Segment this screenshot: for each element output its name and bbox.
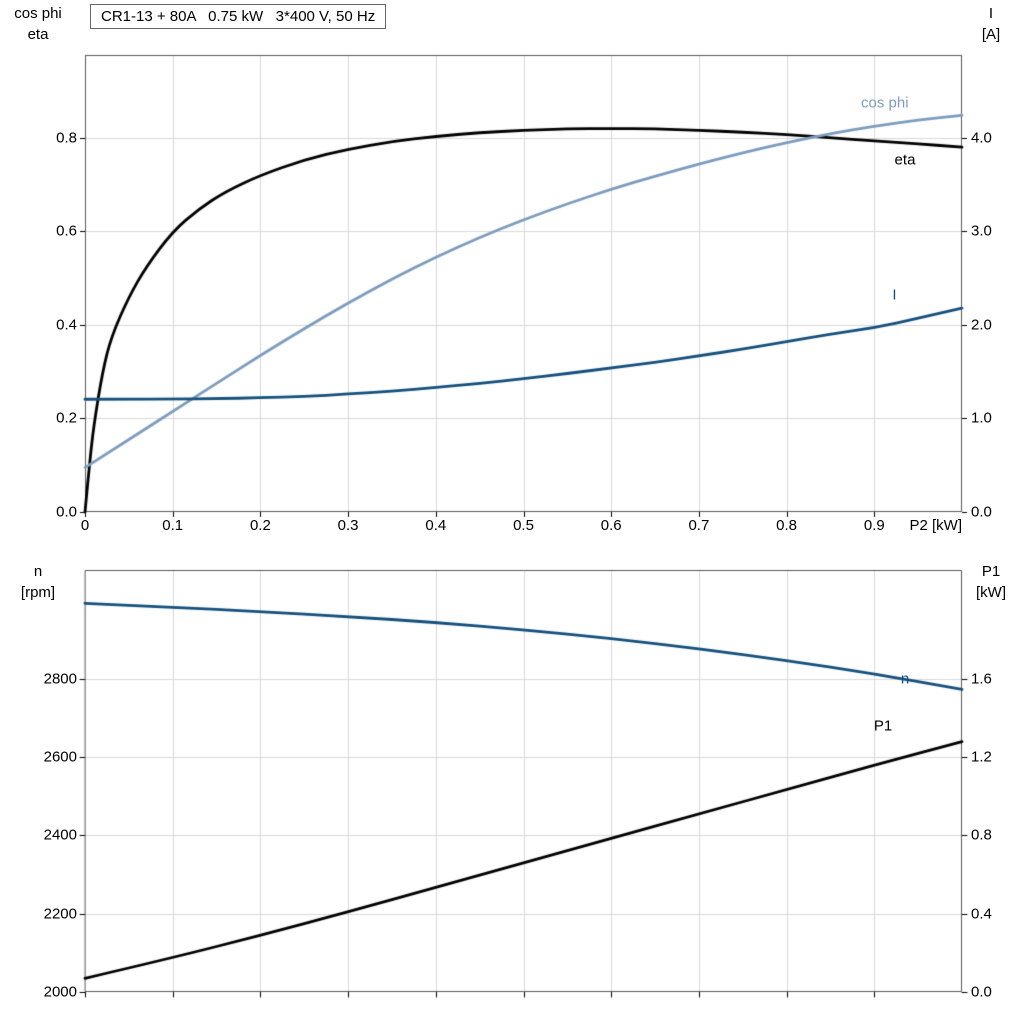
tick-label-x: 0.8 <box>776 517 798 534</box>
tick-label-y-left: 0.0 <box>56 503 77 521</box>
tick-label-x: 0.2 <box>249 517 271 534</box>
axis-title-current: I <box>988 5 994 22</box>
tick-label-y-right: 2.0 <box>971 316 992 334</box>
tick-label-y-right: 0.8 <box>971 826 992 844</box>
tick-label-x: 0.7 <box>688 517 710 534</box>
tick-label-y-left: 2400 <box>43 826 77 844</box>
top-right-axis-header: I [A] <box>962 3 1020 45</box>
curve-label-n: n <box>900 670 910 688</box>
axis-title-current-unit: [A] <box>981 26 1001 43</box>
x-axis-label: P2 [kW] <box>909 517 962 534</box>
axis-title-p1: P1 <box>981 563 1001 580</box>
chart-title-box: CR1-13 + 80A 0.75 kW 3*400 V, 50 Hz <box>90 4 387 29</box>
tick-label-x: 0.4 <box>425 517 447 534</box>
axis-title-eta: eta <box>27 26 49 43</box>
tick-label-y-right: 1.6 <box>971 670 992 688</box>
tick-label-x: 0.5 <box>513 517 534 534</box>
tick-label-y-left: 2200 <box>43 905 77 923</box>
bottom-right-axis-header: P1 [kW] <box>960 561 1022 603</box>
curve-label-i: I <box>892 286 897 304</box>
tick-label-y-left: 2000 <box>43 983 77 1001</box>
tick-label-y-right: 0.0 <box>971 983 992 1001</box>
tick-label-x: 0.9 <box>863 517 885 534</box>
top-left-axis-header: cos phi eta <box>2 3 74 45</box>
tick-label-y-left: 0.6 <box>56 222 77 240</box>
curve-label-eta: eta <box>894 151 916 169</box>
tick-label-y-left: 2600 <box>43 748 77 766</box>
axis-title-p1-unit: [kW] <box>976 584 1006 601</box>
tick-label-y-left: 0.4 <box>56 316 77 334</box>
tick-label-y-right: 0.4 <box>971 905 992 923</box>
tick-label-y-left: 0.8 <box>56 129 77 147</box>
tick-label-x: 0.6 <box>600 517 622 534</box>
tick-label-x: 0.3 <box>337 517 359 534</box>
tick-label-y-right: 1.2 <box>971 748 992 766</box>
tick-label-x: 0.1 <box>162 517 184 534</box>
tick-label-x: 0 <box>80 517 90 534</box>
tick-label-y-right: 0.0 <box>971 503 992 521</box>
axis-title-speed: n <box>33 563 43 580</box>
curve-label-p1: P1 <box>873 717 893 735</box>
bottom-left-axis-header: n [rpm] <box>2 561 74 603</box>
axis-title-cos-phi: cos phi <box>14 5 62 22</box>
tick-label-y-right: 4.0 <box>971 129 992 147</box>
tick-label-y-left: 0.2 <box>56 409 77 427</box>
axis-title-speed-unit: [rpm] <box>20 584 56 601</box>
curve-label-cos-phi: cos phi <box>861 94 909 112</box>
tick-label-y-left: 2800 <box>43 670 77 688</box>
tick-label-y-right: 1.0 <box>971 409 992 427</box>
tick-label-y-right: 3.0 <box>971 222 992 240</box>
